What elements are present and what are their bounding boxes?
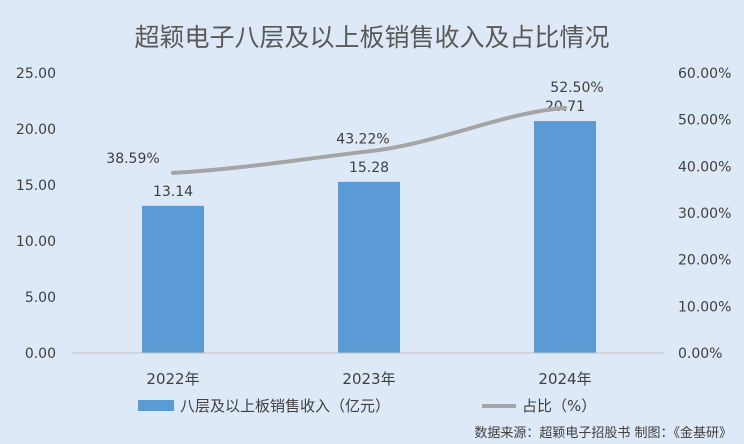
right-axis: 0.00% 10.00% 20.00% 30.00% 40.00% 50.00% 60.00…: [678, 66, 731, 362]
legend-bar-label: 八层及以上板销售收入（亿元）: [180, 397, 390, 415]
legend-line-label: 占比（%）: [522, 397, 596, 415]
left-axis-tick-label: 10.00: [16, 234, 56, 250]
x-axis-tick-label: 2023年: [342, 370, 395, 388]
left-axis: 0.00 5.00 10.00 15.00 20.00 25.00: [16, 66, 56, 362]
left-axis-tick-label: 15.00: [16, 178, 56, 194]
line-point: [367, 149, 371, 154]
right-axis-tick-label: 50.00%: [678, 113, 731, 129]
bar: [338, 181, 400, 353]
source-note: 数据来源：超颖电子招股书 制图：《金基研》: [474, 425, 732, 441]
legend: 八层及以上板销售收入（亿元） 占比（%）: [138, 397, 596, 415]
right-axis-tick-label: 10.00%: [678, 299, 731, 315]
left-axis-tick-label: 0.00: [25, 346, 56, 362]
right-axis-tick-label: 20.00%: [678, 253, 731, 269]
right-axis-tick-label: 60.00%: [678, 66, 731, 82]
right-axis-tick-label: 0.00%: [678, 346, 722, 362]
right-axis-tick-label: 40.00%: [678, 159, 731, 175]
bar: [534, 121, 596, 353]
x-axis: 2022年 2023年 2024年: [72, 352, 664, 388]
line-series: 38.59% 43.22% 52.50%: [106, 80, 604, 175]
left-axis-tick-label: 25.00: [16, 66, 56, 82]
left-axis-tick-label: 5.00: [25, 290, 56, 306]
bar-data-label: 13.14: [153, 184, 193, 200]
bar-data-label: 15.28: [349, 160, 389, 176]
x-axis-tick-label: 2022年: [146, 370, 199, 388]
left-axis-tick-label: 20.00: [16, 122, 56, 138]
line-point: [563, 106, 567, 110]
x-axis-tick-label: 2024年: [538, 370, 591, 388]
bar: [142, 205, 204, 353]
line-data-label: 52.50%: [550, 80, 603, 96]
legend-bar-swatch: [138, 400, 174, 411]
line-data-label: 38.59%: [106, 151, 159, 167]
chart-title: 超颖电子八层及以上板销售收入及占比情况: [134, 23, 609, 52]
line-point: [171, 170, 175, 175]
line-data-label: 43.22%: [336, 131, 389, 147]
right-axis-tick-label: 30.00%: [678, 206, 731, 222]
